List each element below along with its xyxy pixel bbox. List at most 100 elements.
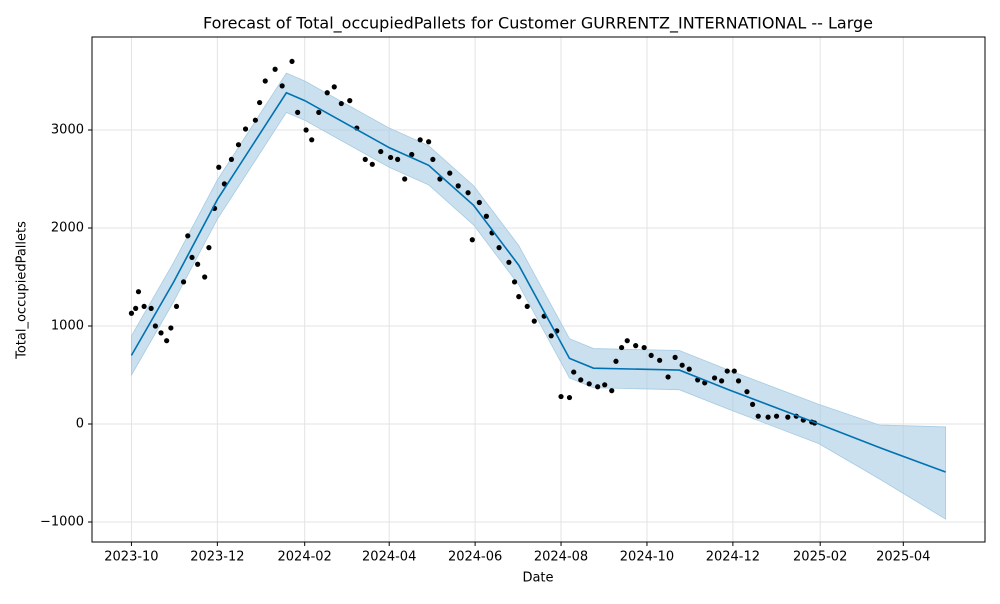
x-tick-label: 2024-04 — [362, 550, 416, 565]
x-tick-label: 2023-10 — [104, 550, 158, 565]
actual-point — [168, 325, 174, 331]
actual-point — [426, 139, 432, 145]
actual-point — [735, 378, 742, 384]
actual-point — [686, 366, 692, 372]
actual-point — [524, 303, 530, 310]
actual-point — [173, 303, 180, 310]
x-tick-label: 2024-06 — [448, 550, 502, 565]
actual-point — [648, 352, 654, 359]
actual-point — [455, 183, 461, 189]
actual-point — [141, 303, 147, 310]
actual-point — [257, 99, 263, 106]
x-tick-label: 2024-12 — [706, 550, 760, 565]
actual-point — [189, 254, 195, 261]
actual-point — [180, 279, 187, 285]
actual-point — [465, 190, 471, 196]
actual-point — [369, 161, 375, 167]
actual-point — [388, 154, 394, 161]
actual-point — [152, 323, 158, 329]
x-tick-label: 2024-08 — [534, 550, 588, 565]
actual-point — [262, 78, 268, 84]
actual-point — [785, 414, 791, 420]
actual-point — [272, 66, 278, 72]
actual-point — [765, 414, 771, 420]
actual-point — [619, 344, 625, 351]
actual-point — [309, 137, 315, 143]
actual-point — [195, 261, 201, 267]
actual-point — [672, 354, 678, 360]
actual-point — [303, 127, 309, 133]
actual-point — [316, 109, 322, 115]
actual-point — [506, 259, 512, 265]
actual-point — [148, 305, 154, 311]
plot-frame — [91, 36, 986, 543]
x-axis-label: Date — [522, 571, 553, 586]
actual-point — [362, 156, 368, 163]
forecast-line — [130, 91, 946, 473]
actual-point — [133, 305, 139, 311]
actual-point — [749, 401, 756, 408]
actual-point — [511, 279, 518, 285]
actual-point — [228, 156, 235, 163]
actual-point — [235, 142, 242, 148]
actual-point — [378, 148, 384, 155]
actual-point — [566, 394, 573, 401]
actual-point — [679, 362, 685, 368]
x-tick-label: 2023-12 — [190, 550, 244, 565]
actual-point — [279, 83, 285, 89]
actual-point — [719, 378, 725, 384]
x-tick-label: 2025-04 — [876, 550, 930, 565]
actual-point — [476, 199, 482, 206]
x-tick-label: 2025-02 — [793, 550, 847, 565]
actual-point — [613, 358, 619, 364]
actual-point — [135, 289, 142, 295]
actual-point — [595, 384, 601, 390]
actual-point — [409, 151, 415, 158]
chart-title: Forecast of Total_occupiedPallets for Cu… — [203, 14, 873, 34]
actual-point — [289, 58, 295, 65]
actual-point — [744, 389, 750, 395]
uncertainty-band — [131, 72, 946, 520]
actual-point — [395, 156, 401, 163]
actual-point — [324, 90, 330, 96]
actual-point — [242, 126, 249, 132]
actual-point — [164, 338, 170, 344]
actual-point — [338, 100, 344, 107]
actual-point — [633, 343, 639, 349]
actual-point — [469, 237, 475, 243]
actual-point — [548, 333, 554, 339]
actual-point — [624, 338, 630, 344]
actual-point — [206, 245, 212, 251]
actual-point — [724, 368, 730, 374]
y-tick-label: −1000 — [40, 515, 84, 530]
actual-point — [347, 98, 353, 104]
actual-point — [602, 382, 608, 388]
actual-point — [711, 375, 718, 381]
actual-point — [216, 164, 222, 170]
actual-point — [531, 318, 537, 324]
actual-point — [496, 245, 502, 251]
actual-point — [128, 310, 135, 316]
actual-point — [657, 357, 663, 363]
actual-point — [158, 330, 164, 336]
actual-point — [609, 388, 615, 394]
y-tick-label: 3000 — [51, 123, 84, 138]
x-tick-label: 2024-10 — [620, 550, 674, 565]
actual-point — [252, 117, 258, 123]
actual-point — [402, 176, 408, 182]
actual-point — [578, 377, 584, 383]
actual-point — [516, 294, 522, 300]
actual-point — [558, 393, 564, 400]
y-tick-label: 2000 — [51, 221, 84, 236]
y-tick-label: 0 — [76, 417, 84, 432]
actual-point — [483, 213, 489, 219]
actual-point — [417, 137, 423, 143]
actual-point — [331, 84, 337, 90]
actual-point — [641, 344, 647, 351]
actual-point — [295, 109, 301, 115]
actual-point — [447, 170, 453, 176]
actual-point — [586, 381, 592, 387]
